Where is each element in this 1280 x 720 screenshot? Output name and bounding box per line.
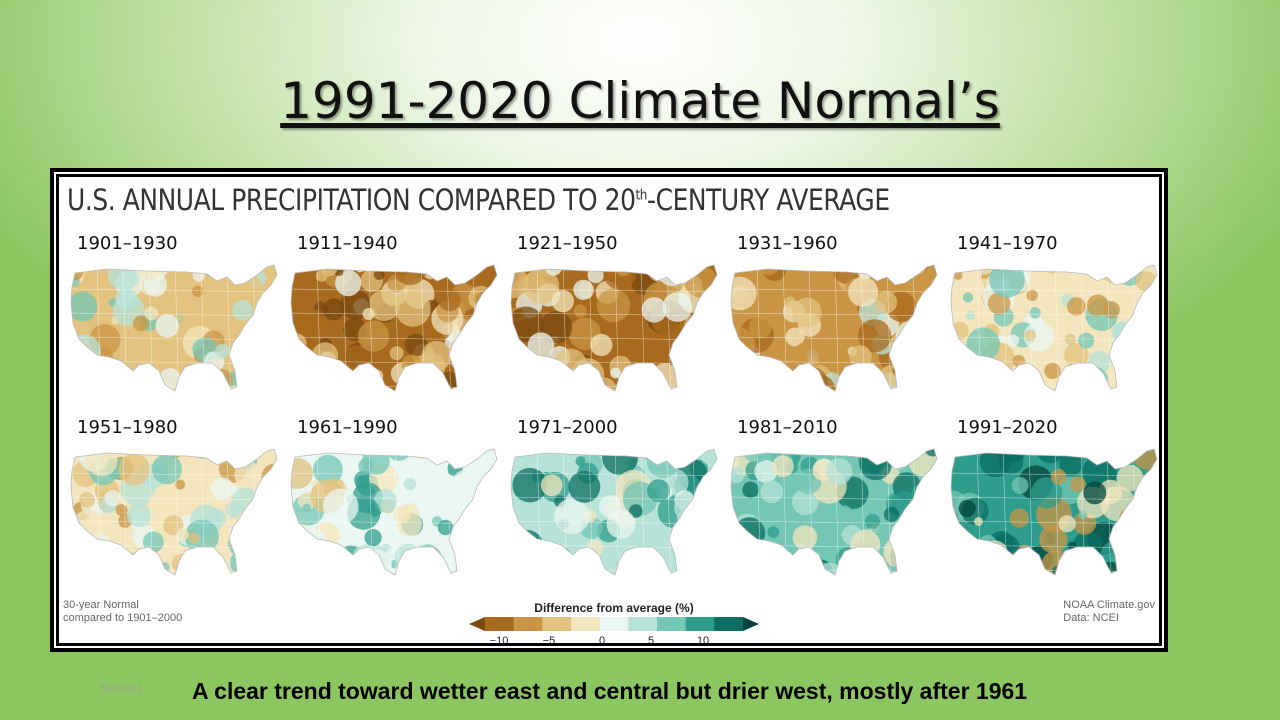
figure-title-sup: th <box>635 187 648 204</box>
legend-tick-3: 0 <box>598 635 606 643</box>
figure-border: U.S. ANNUAL PRECIPITATION COMPARED TO 20… <box>54 172 1164 648</box>
figure-title: U.S. ANNUAL PRECIPITATION COMPARED TO 20… <box>67 183 890 217</box>
legend-arrow-wet <box>743 617 759 631</box>
legend-swatch <box>513 617 543 631</box>
legend-swatch <box>599 617 629 631</box>
map-period-label: 1971–2000 <box>517 417 618 438</box>
legend-swatch <box>485 617 514 631</box>
normal-note-line-2: compared to 1901–2000 <box>63 612 183 624</box>
us-precipitation-map <box>70 264 278 392</box>
normal-note-line-1: 30-year Normal <box>63 599 139 611</box>
us-precipitation-map <box>950 448 1158 576</box>
us-precipitation-map <box>510 448 718 576</box>
us-precipitation-map <box>70 448 278 576</box>
map-period-label: 1911–1940 <box>297 233 398 254</box>
legend-title: Difference from average (%) <box>534 601 694 615</box>
credit-line-2: Data: NCEI <box>1063 612 1119 624</box>
figure-title-end: -CENTURY AVERAGE <box>647 183 890 217</box>
map-period-label: 1991–2020 <box>957 417 1058 438</box>
legend-swatch <box>542 617 572 631</box>
map-panel-9: 1981–2010 <box>727 417 942 597</box>
legend-tick-4: 5 <box>647 635 655 643</box>
us-precipitation-map <box>290 264 498 392</box>
map-panel-4: 1931–1960 <box>727 233 942 413</box>
color-legend: Difference from average (%) −10 −5 0 5 1… <box>469 601 759 643</box>
map-panel-7: 1961–1990 <box>287 417 502 597</box>
data-credit: NOAA Climate.gov Data: NCEI <box>1063 599 1155 625</box>
legend-tick-1: −10 <box>489 635 509 643</box>
us-precipitation-map <box>290 448 498 576</box>
legend-swatch <box>628 617 658 631</box>
us-precipitation-map <box>950 264 1158 392</box>
legend-arrow-dry <box>469 617 485 631</box>
credit-line-1: NOAA Climate.gov <box>1063 599 1155 611</box>
legend-tick-2: −5 <box>542 635 556 643</box>
legend-tick-5: 10 <box>696 635 710 643</box>
legend-swatch <box>657 617 686 631</box>
slide-date: 5/6/2021 <box>100 683 143 695</box>
map-panel-5: 1941–1970 <box>947 233 1159 413</box>
figure-frame: U.S. ANNUAL PRECIPITATION COMPARED TO 20… <box>50 168 1168 652</box>
map-panel-3: 1921–1950 <box>507 233 722 413</box>
legend-swatch <box>685 617 715 631</box>
us-precipitation-map <box>730 448 938 576</box>
precipitation-figure: U.S. ANNUAL PRECIPITATION COMPARED TO 20… <box>59 177 1159 643</box>
map-period-label: 1921–1950 <box>517 233 618 254</box>
map-panel-6: 1951–1980 <box>67 417 282 597</box>
map-period-label: 1931–1960 <box>737 233 838 254</box>
legend-swatch <box>714 617 744 631</box>
map-period-label: 1951–1980 <box>77 417 178 438</box>
legend-color-bar <box>469 617 759 631</box>
map-panel-1: 1901–1930 <box>67 233 282 413</box>
map-panel-10: 1991–2020 <box>947 417 1159 597</box>
map-period-label: 1901–1930 <box>77 233 178 254</box>
map-panel-8: 1971–2000 <box>507 417 722 597</box>
map-panel-2: 1911–1940 <box>287 233 502 413</box>
legend-swatch <box>571 617 600 631</box>
slide-caption: A clear trend toward wetter east and cen… <box>192 678 1028 704</box>
map-period-label: 1961–1990 <box>297 417 398 438</box>
map-period-label: 1981–2010 <box>737 417 838 438</box>
us-precipitation-map <box>730 264 938 392</box>
slide-title: 1991-2020 Climate Normal’s <box>280 72 1000 130</box>
figure-title-main: U.S. ANNUAL PRECIPITATION COMPARED TO 20 <box>67 183 636 217</box>
map-period-label: 1941–1970 <box>957 233 1058 254</box>
us-precipitation-map <box>510 264 718 392</box>
normal-note: 30-year Normal compared to 1901–2000 <box>63 599 182 625</box>
